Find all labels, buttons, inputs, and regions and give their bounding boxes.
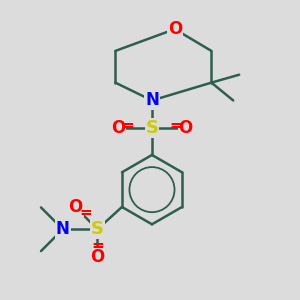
Text: N: N bbox=[145, 92, 159, 110]
Text: S: S bbox=[91, 220, 104, 238]
Text: O: O bbox=[178, 119, 193, 137]
Text: O: O bbox=[111, 119, 125, 137]
Text: N: N bbox=[56, 220, 70, 238]
Text: =: = bbox=[122, 118, 135, 133]
Text: =: = bbox=[169, 118, 182, 133]
Text: =: = bbox=[79, 205, 92, 220]
Text: O: O bbox=[90, 248, 105, 266]
Text: O: O bbox=[69, 199, 83, 217]
Text: =: = bbox=[91, 238, 104, 253]
Text: S: S bbox=[146, 119, 158, 137]
Text: O: O bbox=[168, 20, 182, 38]
